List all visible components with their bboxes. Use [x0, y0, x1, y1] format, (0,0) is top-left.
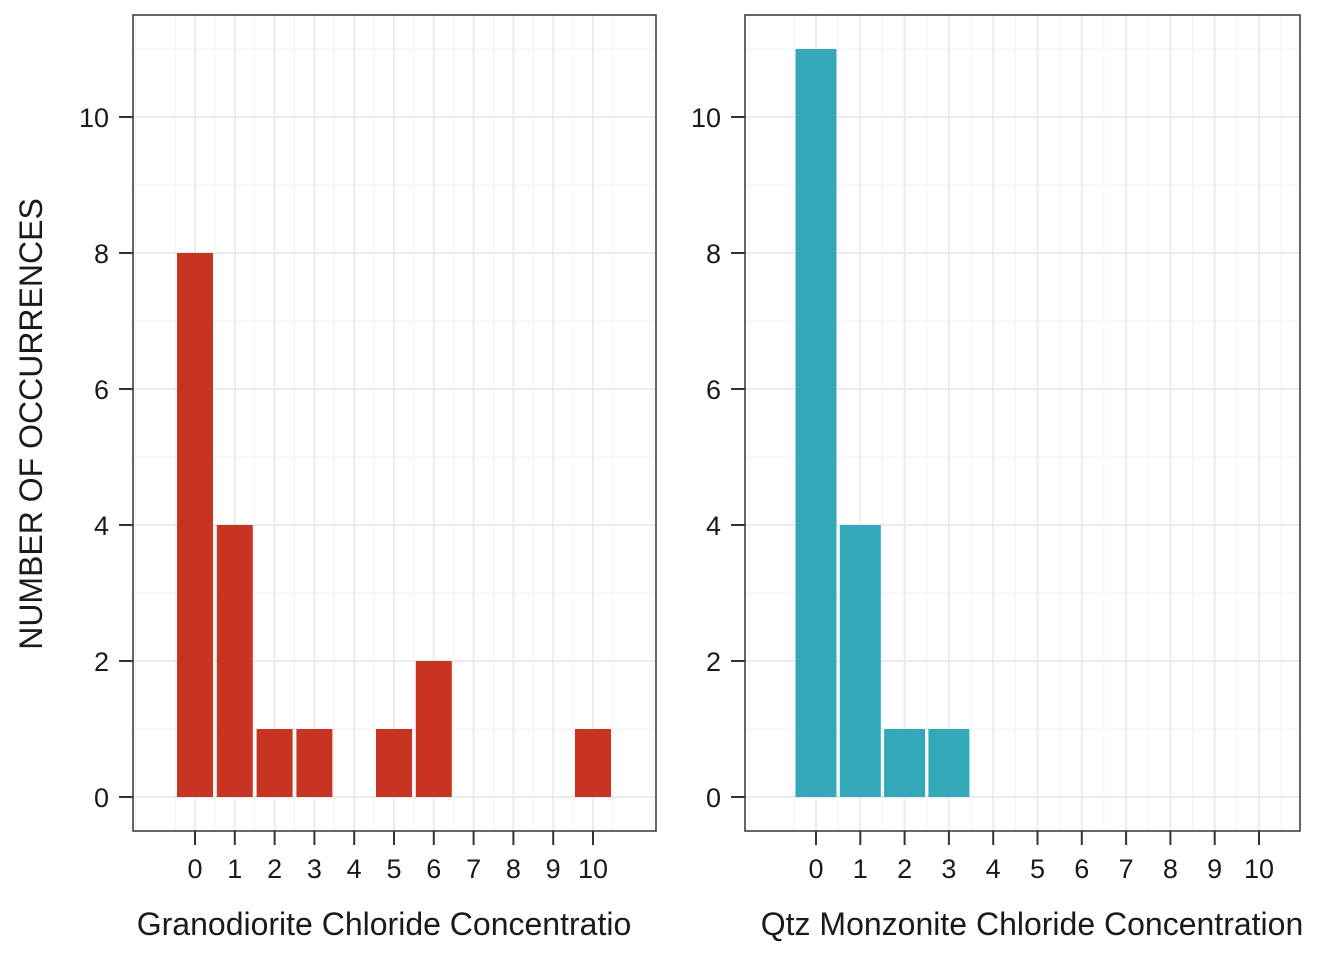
panel-0-x-tick-label: 8	[506, 854, 521, 884]
panel-0-bar-1	[216, 525, 253, 797]
panel-0-x-tick-label: 7	[466, 854, 481, 884]
panel-1-x-tick-label: 8	[1163, 854, 1178, 884]
panel-0-x-tick-label: 1	[227, 854, 242, 884]
panel-0-x-tick-label: 3	[307, 854, 322, 884]
panel-1-y-tick-label: 0	[706, 783, 721, 813]
panel-1-bar-3	[928, 729, 970, 797]
panel-1-y-tick-label: 10	[691, 103, 721, 133]
panel-0-y-tick-label: 4	[94, 511, 109, 541]
panel-0-x-tick-label: 5	[386, 854, 401, 884]
panel-1-bar-0	[795, 49, 837, 797]
panel-1-y-tick-label: 4	[706, 511, 721, 541]
panel-0-x-tick-label: 9	[546, 854, 561, 884]
panel-1-x-tick-label: 7	[1119, 854, 1134, 884]
panel-0-bar-10	[575, 729, 611, 797]
panel-1-x-tick-label: 0	[808, 854, 823, 884]
panel-1-x-tick-label: 5	[1030, 854, 1045, 884]
panel-1-x-tick-label: 10	[1244, 854, 1274, 884]
panel-1-x-tick-label: 2	[897, 854, 912, 884]
panel-0-bar-6	[415, 661, 452, 797]
panel-0-y-tick-label: 6	[94, 375, 109, 405]
panel-0-x-tick-label: 10	[578, 854, 608, 884]
panel-1-x-axis-title: Qtz Monzonite Chloride Concentration	[761, 906, 1304, 942]
panel-0-x-axis-title: Granodiorite Chloride Concentratio	[137, 906, 631, 942]
panel-1-x-tick-label: 3	[941, 854, 956, 884]
panel-1-plot-border	[744, 14, 1301, 832]
panel-1-bar-1	[839, 525, 881, 797]
panel-0-bar-2	[256, 729, 293, 797]
panel-1-bar-2	[884, 729, 926, 797]
panel-0-bar-5	[376, 729, 412, 797]
panel-0-bar-0	[177, 253, 213, 797]
panel-0-y-tick-label: 0	[94, 783, 109, 813]
panel-0-x-tick-label: 0	[187, 854, 202, 884]
panel-1-x-tick-label: 6	[1074, 854, 1089, 884]
panel-0-y-tick-label: 8	[94, 239, 109, 269]
panel-1-x-tick-label: 4	[986, 854, 1001, 884]
panel-1-y-tick-label: 2	[706, 647, 721, 677]
panel-0-x-tick-label: 2	[267, 854, 282, 884]
panel-0-x-tick-label: 4	[347, 854, 362, 884]
panel-1-x-tick-label: 9	[1207, 854, 1222, 884]
panel-1-x-tick-label: 1	[853, 854, 868, 884]
y-axis-title: NUMBER OF OCCURRENCES	[13, 198, 49, 650]
panel-0-y-tick-label: 2	[94, 647, 109, 677]
panel-0-bar-3	[296, 729, 333, 797]
panel-1-y-tick-label: 8	[706, 239, 721, 269]
panel-0-y-tick-label: 10	[79, 103, 109, 133]
panel-1-y-tick-label: 6	[706, 375, 721, 405]
panel-0-x-tick-label: 6	[426, 854, 441, 884]
